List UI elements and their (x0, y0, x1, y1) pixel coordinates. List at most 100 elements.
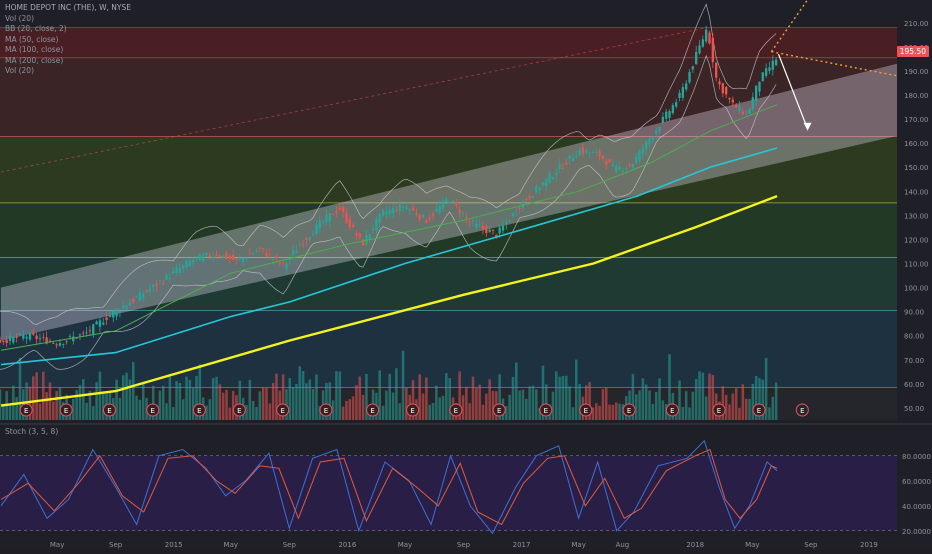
volume-bar (208, 399, 212, 420)
time-tick: 2015 (165, 541, 183, 549)
candle-body (311, 234, 315, 236)
candle-body (411, 207, 415, 211)
volume-bar (12, 385, 15, 420)
volume-bar (265, 387, 268, 420)
stoch-band (0, 455, 897, 531)
volume-bar (2, 403, 5, 420)
time-axis[interactable]: May Sep 2015 May Sep 2016 May Sep 2017 May Aug 2018… (50, 541, 878, 549)
volume-bar (565, 375, 568, 420)
price-tick: 160.00 (904, 140, 929, 148)
earnings-icon-label: E (717, 407, 721, 415)
price-tick: 210.00 (904, 20, 929, 28)
volume-bar (72, 398, 75, 420)
candle-body (475, 223, 478, 228)
volume-bar (115, 379, 118, 420)
volume-bar (101, 391, 105, 420)
volume-bar (505, 406, 508, 420)
candle-body (351, 224, 355, 228)
stoch-d-line (0, 448, 778, 526)
volume-bar (55, 391, 58, 420)
earnings-icon-label: E (64, 407, 68, 415)
ma100-line (0, 147, 778, 366)
trend-drawings[interactable] (0, 0, 898, 173)
candle-body (38, 338, 42, 340)
candle-body (471, 220, 475, 222)
time-tick: 2016 (338, 541, 356, 549)
candle-body (541, 182, 545, 186)
time-tick: May (50, 541, 64, 549)
candle-body (195, 256, 198, 258)
legend-bb[interactable]: BB (20, close, 2) (5, 24, 67, 33)
volume-bar (438, 397, 441, 420)
volume-bar (698, 371, 701, 420)
candle-body (598, 151, 601, 157)
volume-bar (551, 391, 555, 420)
volume-bar (558, 376, 561, 420)
candle-body (178, 268, 182, 274)
price-tick: 50.00 (904, 405, 924, 413)
volume-bar (644, 384, 648, 420)
candle-body (45, 337, 48, 344)
candle-body (35, 335, 38, 339)
zone-band (0, 57, 897, 137)
candle-body (258, 247, 261, 249)
candle-body (648, 138, 651, 145)
candle-body (0, 340, 2, 343)
legend-ma100[interactable]: MA (100, close) (5, 45, 64, 54)
candle-body (12, 336, 15, 343)
candle-body (321, 220, 325, 222)
candle-body (751, 97, 754, 110)
volume-bar (768, 407, 771, 420)
volume-bar (688, 407, 691, 420)
earnings-icon-label: E (584, 407, 588, 415)
candle-body (172, 271, 175, 274)
volume-bar (658, 378, 661, 420)
volume-bar (385, 390, 388, 420)
stochastic-panel (0, 423, 932, 535)
candle-body (305, 238, 308, 241)
candle-body (255, 251, 258, 252)
symbol-title[interactable]: HOME DEPOT INC (THE), W, NYSE (5, 3, 131, 12)
legend-ma50[interactable]: MA (50, close) (5, 34, 59, 44)
volume-bar (631, 374, 635, 420)
volume-bar (641, 378, 645, 420)
candle-body (685, 83, 688, 90)
volume-bar (168, 373, 172, 420)
price-axis[interactable]: 210.00200.00190.00180.00170.00160.00150.… (902, 20, 931, 536)
candle-body (205, 252, 208, 256)
candle-body (92, 324, 95, 334)
legend-ma200[interactable]: MA (200, close) (5, 55, 64, 65)
candle-body (95, 321, 98, 325)
candle-body (388, 209, 391, 214)
candle-body (758, 81, 761, 92)
candle-body (285, 263, 288, 270)
candle-body (52, 342, 55, 344)
candle-body (708, 32, 711, 44)
legend-vol20[interactable]: Vol (20) (5, 13, 35, 23)
legend-vol[interactable]: Vol (20) (5, 66, 35, 75)
candle-body (724, 87, 728, 95)
time-tick: Aug (616, 541, 630, 549)
stoch-legend[interactable]: Stoch (3, 5, 8) (5, 427, 59, 436)
candle-body (275, 256, 278, 259)
volume-bar (708, 373, 711, 420)
candle-body (225, 252, 228, 259)
volume-bar (651, 403, 655, 420)
earnings-icon-label: E (627, 407, 631, 415)
earnings-icon-label: E (107, 407, 111, 415)
zone-band (0, 310, 897, 388)
earnings-icon-label: E (24, 407, 28, 415)
zone-band (0, 27, 897, 58)
candle-body (691, 66, 695, 70)
candle-body (551, 177, 555, 180)
candle-body (428, 217, 431, 220)
volume-bar (165, 403, 168, 420)
trend-channel[interactable] (0, 63, 898, 341)
time-tick: May (571, 541, 585, 549)
volume-bar (58, 387, 62, 420)
volume-bar (351, 396, 355, 420)
volume-bar (498, 374, 501, 420)
